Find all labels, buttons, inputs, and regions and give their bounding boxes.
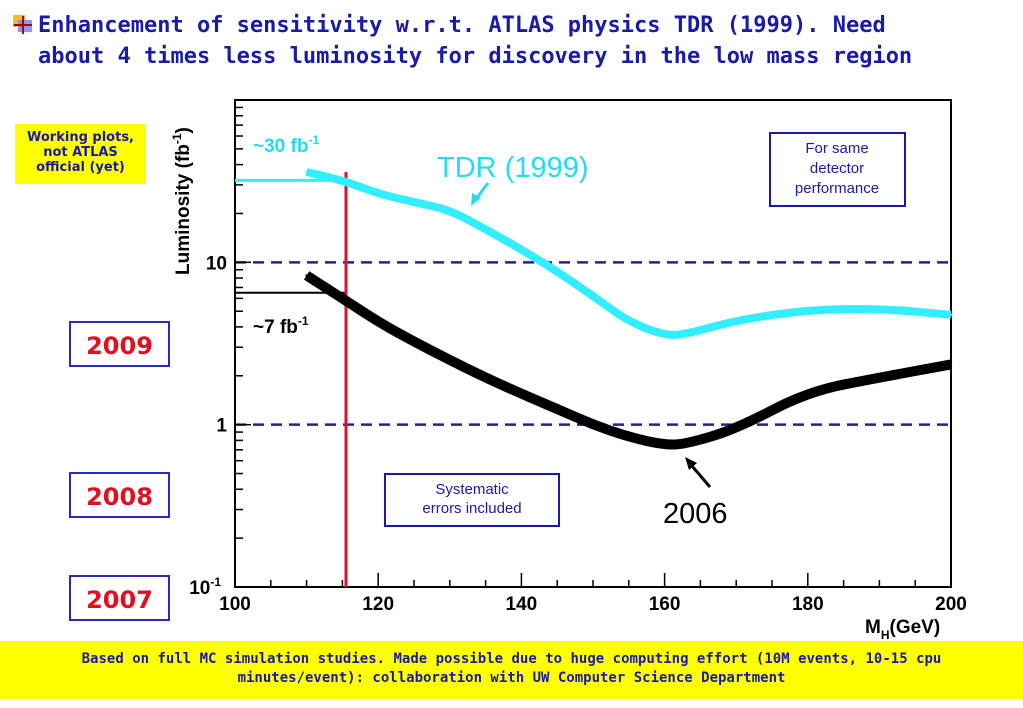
tdr-point <box>878 307 881 310</box>
note-line-3: official (yet) <box>36 160 125 175</box>
x-tick-label: 100 <box>219 594 251 615</box>
title-line-2: about 4 times less luminosity for discov… <box>38 44 913 69</box>
tdr-curve <box>305 168 952 339</box>
point-2006 <box>949 363 953 366</box>
footer-note: Based on full MC simulation studies. Mad… <box>0 641 1023 699</box>
systematic-errors-box <box>384 473 560 527</box>
tdr-point <box>305 170 308 174</box>
y-tick-label: 10 <box>206 253 227 274</box>
note-line-2: not ATLAS <box>43 145 118 160</box>
point-2006 <box>627 435 630 439</box>
tdr-point <box>448 208 451 212</box>
point-2006 <box>806 390 809 393</box>
point-2006 <box>878 376 881 379</box>
arrow-2006 <box>690 465 712 488</box>
point-2006 <box>684 442 688 446</box>
x-tick-label: 200 <box>935 594 967 615</box>
point-2006 <box>412 340 416 343</box>
working-plots-note: Working plots, not ATLAS official (yet) <box>15 124 146 184</box>
point-2006 <box>663 443 666 447</box>
title-line-1: Enhancement of sensitivity w.r.t. ATLAS … <box>38 13 886 38</box>
x-tick-label: 120 <box>362 594 394 615</box>
y-tick-label: 1 <box>216 416 227 437</box>
footer-line-2: minutes/event): collaboration with UW Co… <box>237 670 786 686</box>
tdr-point <box>949 313 953 317</box>
tdr-point <box>627 320 630 324</box>
arrowhead-2006 <box>685 457 697 470</box>
point-2006 <box>484 376 487 379</box>
point-2006 <box>377 320 380 324</box>
year-box-2008: 2008 <box>69 472 170 518</box>
lum-30-label: ~30 fb-1 <box>253 133 319 157</box>
point-2006 <box>735 427 738 431</box>
bullet-icon <box>13 15 32 34</box>
tdr-point <box>591 294 595 298</box>
box2-line-2: errors included <box>422 500 521 517</box>
curve-2006 <box>303 271 952 450</box>
box2-line-1: Systematic <box>435 481 509 498</box>
point-2006 <box>305 274 308 277</box>
tdr-point <box>556 270 559 273</box>
tdr-point <box>520 248 523 251</box>
point-2006 <box>556 407 559 411</box>
lum-7-label: ~7 fb-1 <box>253 314 309 338</box>
tdr-point <box>663 334 666 337</box>
slide-title: Enhancement of sensitivity w.r.t. ATLAS … <box>8 10 1018 72</box>
tdr-point <box>684 333 688 336</box>
x-tick-label: 160 <box>649 594 681 615</box>
box1-line-1: For same <box>805 140 868 157</box>
label-2006: 2006 <box>663 498 728 530</box>
x-tick-label: 180 <box>792 594 824 615</box>
year-box-2007: 2007 <box>69 575 170 621</box>
box1-line-3: performance <box>795 180 879 197</box>
point-2006 <box>341 297 344 300</box>
point-2006 <box>520 392 523 395</box>
x-axis-label: MH(GeV) <box>865 617 940 642</box>
tdr-label: TDR (1999) <box>437 152 589 184</box>
tdr-point <box>735 319 738 322</box>
note-line-1: Working plots, <box>27 130 134 145</box>
tdr-point <box>341 179 344 182</box>
point-2006 <box>591 423 595 426</box>
point-2006 <box>448 358 451 362</box>
detector-performance-box <box>769 132 906 207</box>
x-tick-label: 140 <box>506 594 538 615</box>
box1-line-2: detector <box>810 160 864 177</box>
tdr-point <box>412 200 416 204</box>
footer-line-1: Based on full MC simulation studies. Mad… <box>81 651 942 667</box>
tdr-arrowhead <box>471 193 481 206</box>
tdr-point <box>806 308 809 312</box>
tdr-point <box>484 227 487 231</box>
tdr-arrow <box>474 182 490 200</box>
y-axis-label: Luminosity (fb-1) <box>170 127 194 275</box>
y-tick-label: 10-1 <box>189 575 221 599</box>
year-box-2009: 2009 <box>69 321 170 367</box>
tdr-point <box>377 192 380 195</box>
